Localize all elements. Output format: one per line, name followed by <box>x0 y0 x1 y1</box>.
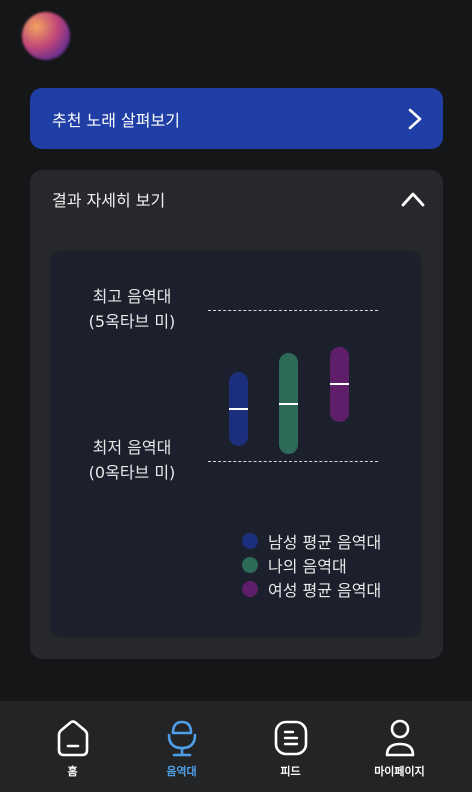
avatar[interactable] <box>22 12 70 60</box>
profile-icon <box>385 719 414 757</box>
nav-item-home[interactable]: 홈 <box>25 717 121 779</box>
microphone-icon <box>167 720 196 757</box>
recommend-songs-label: 추천 노래 살펴보기 <box>52 110 180 130</box>
bottom-range-label: 최저 음역대 (0옥타브 미) <box>62 435 202 485</box>
legend-dot-mine <box>242 557 258 573</box>
home-icon <box>57 720 88 757</box>
top-range-title: 최고 음역대 <box>92 287 172 306</box>
feed-icon <box>274 720 307 756</box>
male-average-midpoint <box>229 408 248 410</box>
top-range-line <box>208 310 378 311</box>
female-average-midpoint <box>330 383 349 385</box>
top-range-note: (5옥타브 미) <box>88 312 176 331</box>
legend-dot-male <box>242 533 258 549</box>
bottom-range-note: (0옥타브 미) <box>88 463 176 482</box>
result-detail-card: 결과 자세히 보기 최고 음역대 (5옥타브 미) 최저 음역대 (0옥타브 미… <box>30 170 443 659</box>
recommend-songs-button[interactable]: 추천 노래 살펴보기 <box>30 88 443 149</box>
legend-item-female: 여성 평균 음역대 <box>242 577 381 601</box>
bottom-navigation: 홈 음역대 피드 마이페이지 <box>0 701 472 792</box>
chevron-right-icon <box>408 108 422 129</box>
result-detail-title: 결과 자세히 보기 <box>52 191 166 210</box>
nav-label-feed: 피드 <box>280 765 301 778</box>
legend-item-mine: 나의 음역대 <box>242 553 381 577</box>
nav-label-home: 홈 <box>67 765 78 778</box>
nav-item-feed[interactable]: 피드 <box>243 717 339 779</box>
nav-item-mypage[interactable]: 마이페이지 <box>352 717 448 779</box>
male-average-range-bar <box>229 372 248 446</box>
result-detail-header[interactable]: 결과 자세히 보기 <box>30 170 443 228</box>
legend-dot-female <box>242 581 258 597</box>
bottom-range-line <box>208 461 378 462</box>
legend-label-mine: 나의 음역대 <box>268 557 347 576</box>
my-range-bar <box>279 353 298 454</box>
legend-item-male: 남성 평균 음역대 <box>242 529 381 553</box>
my-range-midpoint <box>279 403 298 405</box>
vocal-range-chart: 최고 음역대 (5옥타브 미) 최저 음역대 (0옥타브 미) <box>50 251 421 637</box>
nav-label-vocal-range: 음역대 <box>166 765 197 778</box>
legend-label-female: 여성 평균 음역대 <box>268 581 382 600</box>
legend-label-male: 남성 평균 음역대 <box>268 533 382 552</box>
top-range-label: 최고 음역대 (5옥타브 미) <box>62 284 202 334</box>
chevron-up-icon[interactable] <box>401 191 425 207</box>
chart-legend: 남성 평균 음역대 나의 음역대 여성 평균 음역대 <box>242 529 381 601</box>
female-average-range-bar <box>330 347 349 422</box>
bottom-range-title: 최저 음역대 <box>92 438 172 457</box>
nav-label-mypage: 마이페이지 <box>374 765 425 778</box>
nav-item-vocal-range[interactable]: 음역대 <box>134 717 230 779</box>
